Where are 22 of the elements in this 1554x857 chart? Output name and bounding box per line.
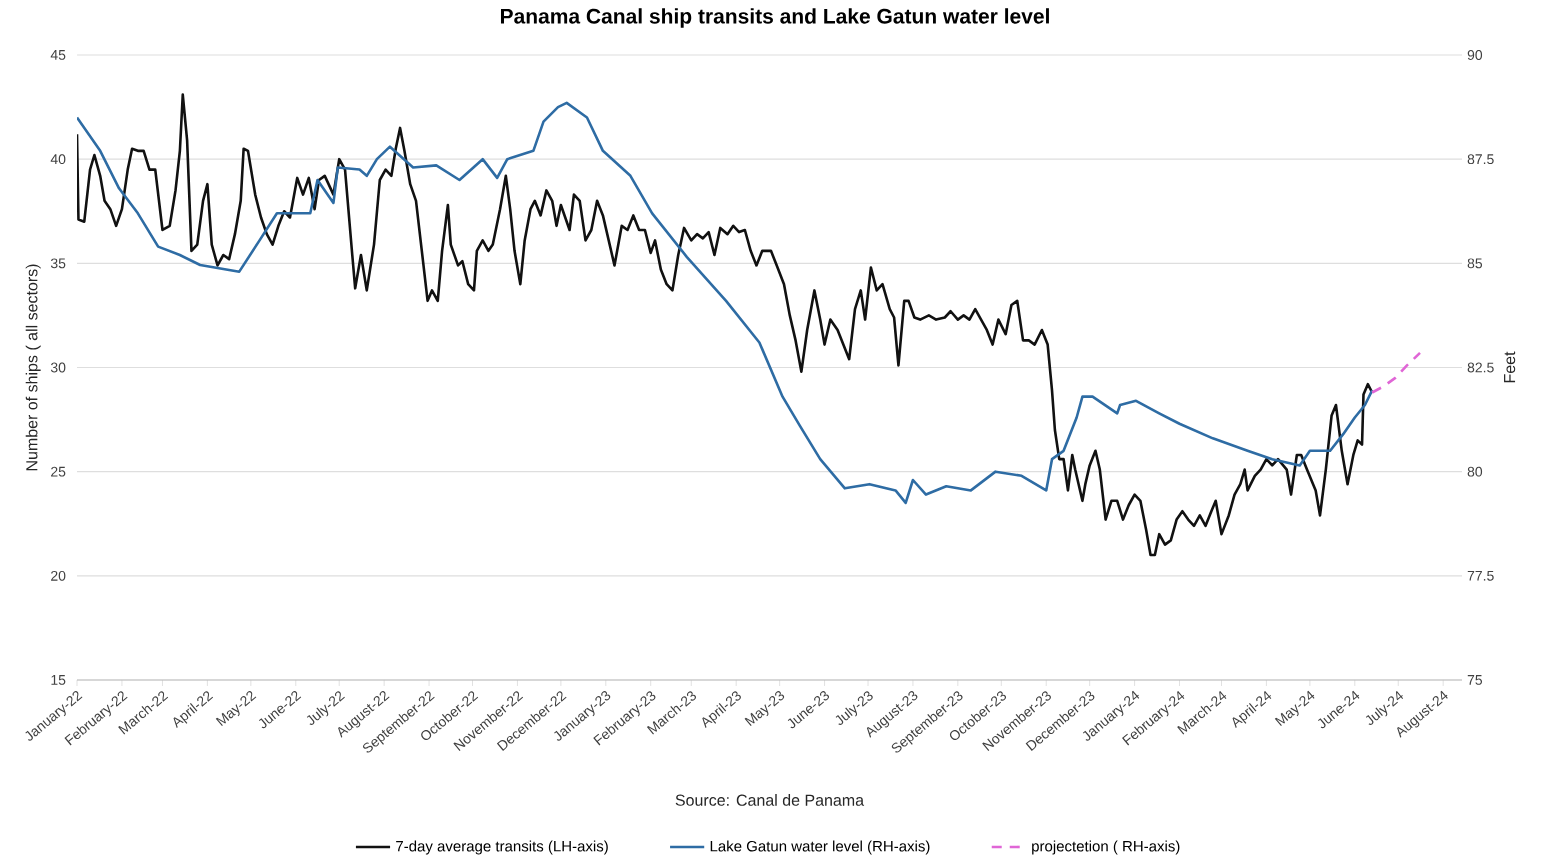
y2-tick-label: 77.5 (1467, 570, 1494, 581)
y-tick-label: 35 (50, 258, 66, 269)
y-tick-label: 40 (50, 154, 66, 165)
y-tick-label: 20 (51, 570, 66, 581)
y-tick-label: 15 (51, 675, 66, 685)
legend-label: Lake Gatun water level (RH-axis) (710, 840, 930, 855)
y2-tick-label: 90 (1467, 50, 1483, 60)
y-tick-label: 30 (50, 362, 66, 373)
y2-tick-label: 87.5 (1467, 154, 1494, 165)
y-axis-title: Number of ships ( all sectors) (25, 264, 41, 471)
chart-title: Panama Canal ship transits and Lake Gatun water level (500, 8, 1049, 28)
y2-tick-label: 75 (1467, 675, 1483, 685)
y-tick-label: 45 (50, 50, 66, 60)
y2-tick-label: 82.5 (1467, 362, 1494, 373)
line-series (1370, 351, 1422, 394)
y2-axis-title: Feet (1504, 351, 1516, 383)
source-note: Source: Canal de Panama (675, 794, 865, 806)
legend-label: 7-day average transits (LH-axis) (396, 840, 608, 855)
y-tick-label: 25 (51, 466, 66, 477)
y2-tick-label: 85 (1467, 258, 1483, 269)
y2-tick-label: 80 (1467, 466, 1483, 477)
legend-label: projectetion ( RH-axis) (1032, 840, 1180, 855)
